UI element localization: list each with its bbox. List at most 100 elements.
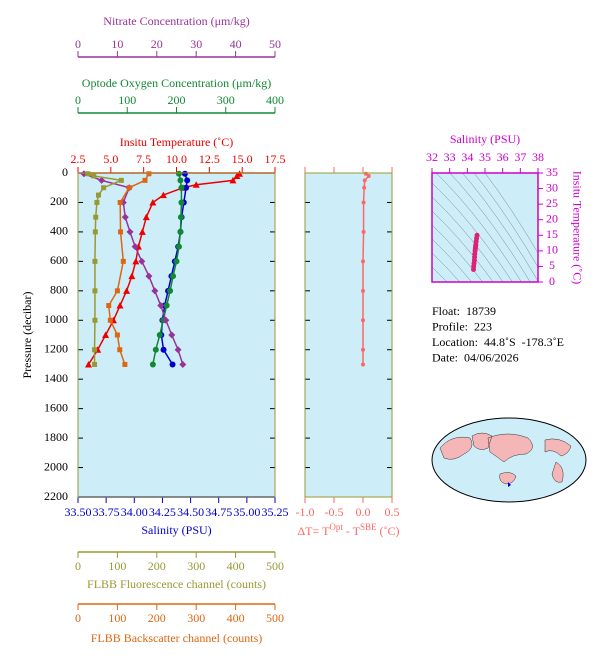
marker (142, 177, 148, 183)
float-info: Profile: 223 (432, 319, 492, 333)
point (471, 267, 477, 273)
x-tick-label: 2.5 (71, 152, 86, 166)
x-tick-label: 200 (148, 559, 166, 573)
marker (95, 192, 101, 198)
x-tick-label: 50 (269, 37, 281, 51)
marker (233, 172, 241, 179)
isopycnal (432, 182, 513, 282)
x-tick-label: 100 (108, 559, 126, 573)
y-tick-label: 200 (50, 194, 68, 208)
x-tick-label: 0 (75, 611, 81, 625)
marker (92, 288, 98, 294)
marker (145, 272, 153, 280)
x-tick-label: 400 (266, 93, 284, 107)
label-part: SBE (360, 522, 377, 532)
marker (361, 318, 365, 323)
marker (106, 303, 112, 309)
marker (178, 184, 185, 191)
marker (361, 347, 365, 352)
marker (107, 317, 113, 323)
x-tick-label: 33.75 (93, 505, 120, 519)
isopycnal (432, 224, 483, 282)
y-tick-label: 600 (50, 253, 68, 267)
plot-area (305, 173, 392, 497)
marker (168, 331, 176, 339)
marker (117, 347, 123, 353)
marker (178, 199, 185, 206)
x-axis-label: Optode Oxygen Concentration (μm/kg) (82, 76, 271, 90)
x-axis-label: ΔT= TOpt - TSBE (˚C) (297, 522, 399, 538)
marker (156, 332, 163, 338)
x-tick-label: 34.25 (149, 505, 176, 519)
x-tick-label: 37 (514, 150, 526, 164)
marker (183, 184, 190, 191)
isopycnal (432, 252, 461, 282)
x-axis-label: Salinity (PSU) (450, 132, 520, 146)
x-tick-label: 20 (151, 37, 163, 51)
x-tick-label: 35.00 (233, 505, 260, 519)
y-tick-label: 30 (546, 180, 558, 194)
marker (149, 198, 157, 206)
marker (117, 199, 123, 205)
marker (122, 361, 128, 367)
y-tick-label: 1600 (44, 400, 68, 414)
marker (128, 272, 136, 280)
x-tick-label: 12.5 (199, 152, 220, 166)
x-tick-label: 36 (497, 150, 509, 164)
plot-frame (304, 172, 393, 498)
isopycnal (432, 196, 504, 282)
marker (85, 360, 93, 368)
x-tick-label: 34.00 (121, 505, 148, 519)
marker (121, 213, 129, 221)
marker (362, 185, 367, 190)
label-part: ΔT= T (297, 524, 330, 538)
marker (92, 361, 98, 367)
marker (175, 170, 182, 177)
x-tick-label: 32 (426, 150, 438, 164)
x-tick-label: 500 (266, 611, 284, 625)
x-tick-label: 7.5 (136, 152, 151, 166)
marker (175, 243, 182, 250)
x-tick-label: 10.0 (166, 152, 187, 166)
marker (151, 287, 159, 295)
float-info: Float: 18739 (432, 304, 496, 318)
marker (170, 273, 177, 280)
x-tick-label: 0 (75, 559, 81, 573)
x-axis-label: FLBB Backscatter channel (counts) (91, 631, 263, 645)
y-axis-label: Pressure (decibar) (20, 292, 34, 379)
marker (146, 171, 152, 177)
y-tick-label: 400 (50, 224, 68, 238)
x-tick-label: 33 (444, 150, 456, 164)
x-tick-label: 0.5 (385, 505, 400, 519)
marker (92, 258, 98, 264)
plot-frame (77, 172, 276, 498)
marker (91, 173, 97, 179)
marker (132, 257, 140, 265)
marker (102, 331, 110, 338)
marker (101, 185, 107, 191)
marker (361, 288, 365, 293)
y-tick-label: 0 (549, 274, 555, 288)
marker (152, 346, 159, 353)
marker (361, 362, 365, 367)
x-tick-label: 17.5 (265, 152, 286, 166)
x-tick-label: 200 (148, 611, 166, 625)
marker (98, 176, 106, 184)
y-tick-label: 2200 (44, 489, 68, 503)
marker (177, 177, 184, 184)
marker (118, 177, 124, 183)
x-tick-label: 38 (532, 150, 544, 164)
y-tick-label: 1200 (44, 341, 68, 355)
plot-area (78, 173, 275, 497)
x-tick-label: 10 (111, 37, 123, 51)
x-tick-label: 400 (227, 559, 245, 573)
isopycnal (432, 238, 472, 282)
x-tick-label: 100 (108, 611, 126, 625)
marker (162, 316, 170, 324)
x-tick-label: 34.50 (177, 505, 204, 519)
marker (177, 228, 184, 235)
marker (179, 360, 187, 368)
marker (126, 228, 134, 236)
x-tick-label: 400 (227, 611, 245, 625)
x-tick-label: 500 (266, 559, 284, 573)
